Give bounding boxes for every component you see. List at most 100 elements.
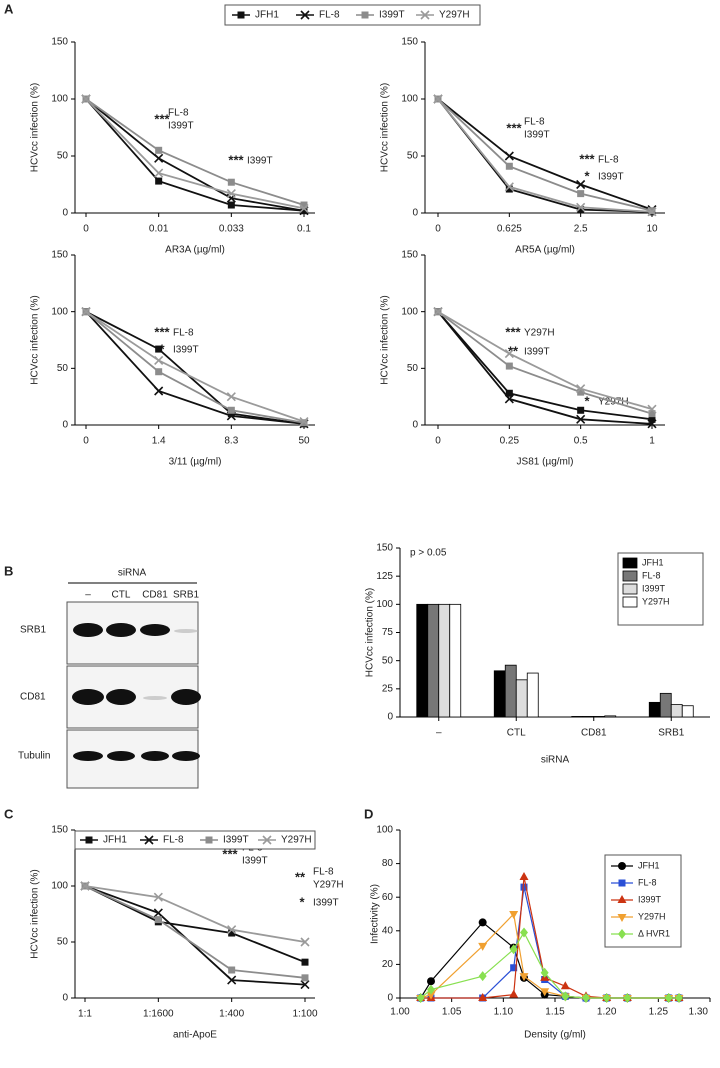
annotation: *** — [228, 152, 244, 167]
legend-label: JFH1 — [103, 835, 127, 846]
marker — [560, 981, 570, 990]
legend-swatch — [622, 583, 638, 595]
marker — [300, 201, 308, 209]
annotation: I399T — [598, 172, 624, 183]
marker — [505, 162, 513, 170]
annotation: * — [299, 894, 305, 909]
marker — [153, 892, 163, 902]
x-tick-label: 1.4 — [152, 436, 166, 447]
marker — [540, 967, 549, 978]
legend-box — [224, 4, 481, 26]
x-tick-label: 1.15 — [545, 1007, 565, 1018]
marker — [577, 206, 585, 214]
annotation: *** — [505, 324, 521, 339]
marker — [426, 991, 436, 1000]
annotation: FL-8 — [173, 328, 194, 339]
legend-label: Y297H — [281, 835, 312, 846]
series-line — [437, 98, 653, 213]
marker — [504, 182, 514, 192]
y-axis-title: HCVcc infection (%) — [365, 588, 376, 677]
marker — [478, 971, 487, 982]
annotation: I399T — [173, 345, 199, 356]
x-tick-label: 50 — [298, 436, 310, 447]
series-line — [420, 931, 679, 999]
x-tick-label: 0.033 — [219, 224, 244, 235]
marker — [582, 993, 590, 1003]
y-tick-label: 50 — [382, 655, 394, 666]
marker — [576, 179, 586, 190]
panel-label: A — [4, 1, 14, 16]
x-axis-title: siRNA — [541, 755, 570, 766]
x-tick-label: 0.625 — [497, 224, 522, 235]
legend-label: Y297H — [638, 911, 666, 921]
y-tick-label: 0 — [62, 420, 68, 431]
annotation: *** — [506, 120, 522, 135]
annotation: I399T — [313, 898, 339, 909]
x-tick-label: 0 — [83, 436, 89, 447]
y-tick-label: 100 — [401, 94, 418, 105]
marker — [227, 406, 235, 414]
marker — [144, 835, 154, 845]
x-tick-label: 1.00 — [390, 1007, 410, 1018]
marker — [155, 368, 163, 376]
legend-label: JFH1 — [642, 557, 664, 567]
legend-swatch — [622, 570, 638, 582]
bar — [504, 664, 517, 718]
bar — [593, 716, 606, 718]
marker — [509, 944, 518, 955]
marker — [577, 190, 585, 198]
x-axis-title: AR3A (µg/ml) — [165, 245, 225, 256]
legend-box — [74, 830, 316, 850]
legend-swatch — [622, 557, 638, 569]
y-axis-title: HCVcc infection (%) — [30, 869, 41, 958]
legend-label: I399T — [642, 583, 666, 593]
marker — [300, 419, 308, 427]
marker — [226, 189, 236, 199]
x-tick-label: 1.20 — [597, 1007, 617, 1018]
y-tick-label: 150 — [401, 37, 418, 48]
y-tick-label: 150 — [376, 543, 393, 554]
annotation: *** — [154, 324, 170, 339]
marker — [262, 835, 272, 845]
marker — [648, 410, 656, 418]
legend-label: FL-8 — [163, 835, 184, 846]
marker — [577, 388, 585, 396]
annotation: I399T — [524, 130, 550, 141]
marker — [576, 414, 586, 424]
marker — [618, 879, 626, 887]
y-tick-label: 0 — [387, 712, 393, 723]
x-tick-label: CD81 — [581, 728, 607, 739]
marker — [80, 881, 90, 891]
annotation: p > 0.05 — [410, 548, 447, 559]
legend-label: Δ HVR1 — [638, 928, 670, 938]
legend: JFH1 FL-8 I399T Y297H Δ HVR1 — [604, 854, 682, 948]
row-label: SRB1 — [20, 625, 47, 636]
marker — [433, 307, 443, 317]
y-tick-label: 125 — [376, 571, 393, 582]
panel-label: C — [4, 806, 14, 821]
y-tick-label: 100 — [51, 881, 68, 892]
x-axis-title: AR5A (µg/ml) — [515, 245, 575, 256]
y-tick-label: 20 — [382, 959, 394, 970]
legend-label: FL-8 — [638, 877, 657, 887]
bar — [416, 603, 429, 718]
annotation: FL-8 — [168, 108, 189, 119]
y-tick-label: 50 — [57, 363, 69, 374]
legend-label: FL-8 — [319, 10, 340, 21]
marker — [504, 151, 514, 161]
series-line — [85, 98, 305, 212]
marker — [416, 993, 425, 1003]
marker — [433, 94, 443, 104]
marker — [509, 989, 519, 998]
lane-label: CTL — [112, 590, 131, 601]
marker — [226, 392, 236, 402]
x-tick-label: 1.10 — [494, 1007, 514, 1018]
series-line — [437, 98, 653, 212]
x-axis-title: Density (g/ml) — [524, 1030, 586, 1041]
y-axis-title: HCVcc infection (%) — [380, 83, 391, 172]
marker — [81, 94, 91, 104]
marker — [648, 415, 656, 423]
x-tick-label: CTL — [507, 728, 526, 739]
x-tick-label: 10 — [646, 224, 658, 235]
legend-swatch — [622, 596, 638, 608]
